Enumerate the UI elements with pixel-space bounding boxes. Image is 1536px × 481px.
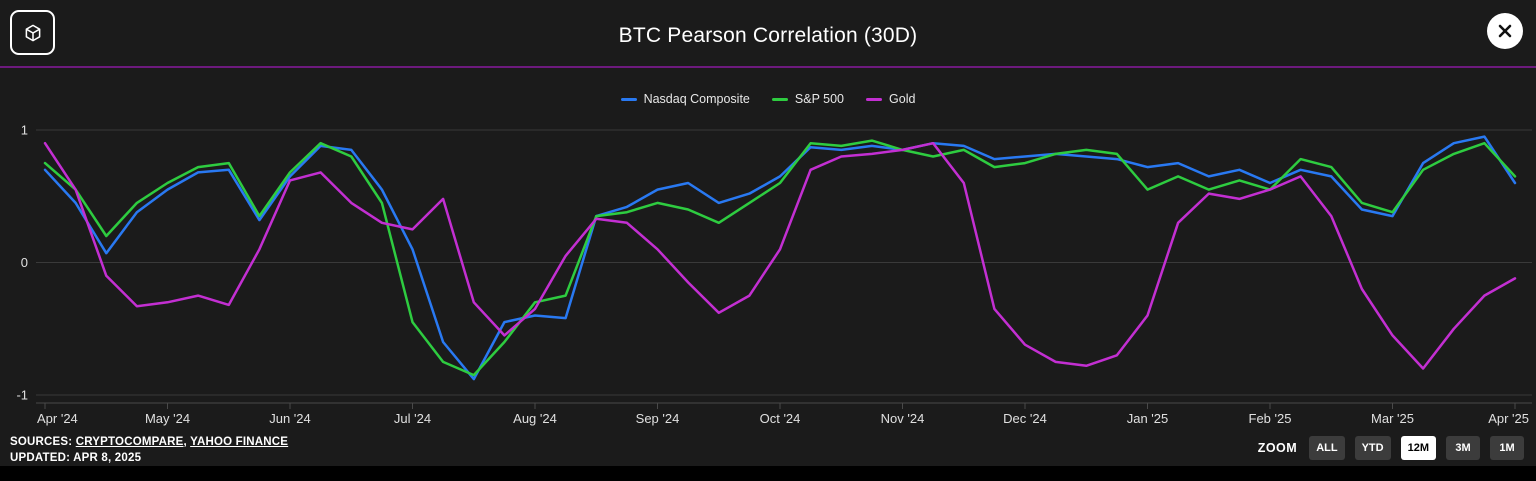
page-title: BTC Pearson Correlation (30D) <box>0 24 1536 48</box>
zoom-button-ytd[interactable]: YTD <box>1355 436 1391 460</box>
updated-line: UPDATED: APR 8, 2025 <box>10 450 288 466</box>
zoom-buttons: ALL YTD 12M 3M 1M <box>1309 436 1524 460</box>
chart-region[interactable]: 1 0 -1 Apr '24 May '24 Jun '24 Jul '24 Aug '24 S… <box>0 118 1536 430</box>
y-axis-label-0: 0 <box>21 255 28 270</box>
legend-item-gold[interactable]: Gold <box>866 92 915 106</box>
x-axis-label-jun-24: Jun '24 <box>269 411 311 426</box>
x-axis-label-feb-25: Feb '25 <box>1249 411 1292 426</box>
series-line-nasdaq-composite[interactable] <box>45 137 1515 380</box>
sources-line: SOURCES: CRYPTOCOMPARE, YAHOO FINANCE <box>10 434 288 450</box>
legend-line-swatch <box>866 98 882 101</box>
zoom-button-12m[interactable]: 12M <box>1401 436 1436 460</box>
x-axis-label-jan-25: Jan '25 <box>1127 411 1169 426</box>
x-axis-label-apr-25: Apr '25 <box>1488 411 1529 426</box>
header: BTC Pearson Correlation (30D) <box>0 0 1536 66</box>
legend-item-nasdaq-composite[interactable]: Nasdaq Composite <box>621 92 750 106</box>
sources-links: CRYPTOCOMPARE, YAHOO FINANCE <box>76 436 288 448</box>
legend-item-s-p-500[interactable]: S&P 500 <box>772 92 844 106</box>
x-axis-label-oct-24: Oct '24 <box>760 411 801 426</box>
zoom-label: ZOOM <box>1258 441 1298 455</box>
legend-label: Nasdaq Composite <box>644 92 750 106</box>
legend-label: Gold <box>889 92 915 106</box>
x-axis-label-nov-24: Nov '24 <box>881 411 925 426</box>
source-link-yahoo-finance[interactable]: YAHOO FINANCE <box>190 436 288 448</box>
footer: SOURCES: CRYPTOCOMPARE, YAHOO FINANCE UP… <box>0 432 1536 466</box>
x-axis-label-jul-24: Jul '24 <box>394 411 431 426</box>
x-axis-label-aug-24: Aug '24 <box>513 411 557 426</box>
legend-line-swatch <box>772 98 788 101</box>
close-x-icon <box>1497 23 1513 39</box>
legend-line-swatch <box>621 98 637 101</box>
correlation-line-chart[interactable]: 1 0 -1 Apr '24 May '24 Jun '24 Jul '24 Aug '24 S… <box>0 118 1536 430</box>
sources-block: SOURCES: CRYPTOCOMPARE, YAHOO FINANCE UP… <box>10 434 288 466</box>
x-axis-label-mar-25: Mar '25 <box>1371 411 1414 426</box>
sources-label: SOURCES: <box>10 436 72 448</box>
source-link-cryptocompare[interactable]: CRYPTOCOMPARE <box>76 436 184 448</box>
x-axis-label-apr-24: Apr '24 <box>37 411 78 426</box>
legend-label: S&P 500 <box>795 92 844 106</box>
close-button[interactable] <box>1487 13 1523 49</box>
bottom-strip <box>0 466 1536 481</box>
y-axis-label-1: 1 <box>21 123 28 138</box>
legend: Nasdaq Composite S&P 500 Gold <box>0 92 1536 106</box>
x-axis-label-sep-24: Sep '24 <box>636 411 680 426</box>
zoom-button-1m[interactable]: 1M <box>1490 436 1524 460</box>
x-axis-label-may-24: May '24 <box>145 411 190 426</box>
x-axis-label-dec-24: Dec '24 <box>1003 411 1047 426</box>
header-divider <box>0 66 1536 68</box>
zoom-button-all[interactable]: ALL <box>1309 436 1344 460</box>
y-axis-label--1: -1 <box>16 388 28 403</box>
zoom-controls: ZOOM ALL YTD 12M 3M 1M <box>1258 436 1524 460</box>
zoom-button-3m[interactable]: 3M <box>1446 436 1480 460</box>
